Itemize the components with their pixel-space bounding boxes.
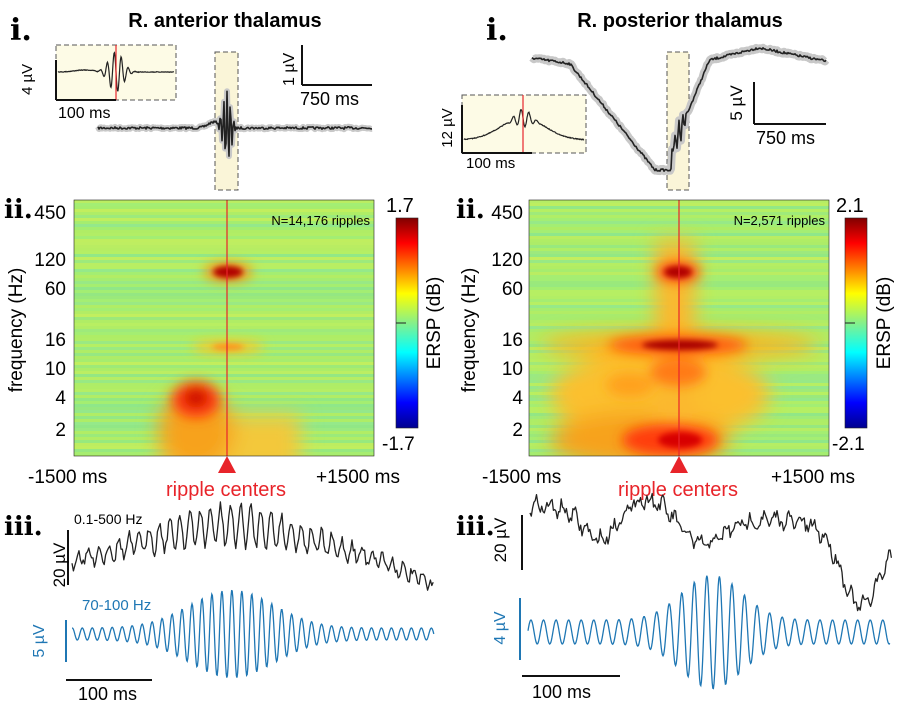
broadband-scale-right: 20 µV [491, 517, 510, 562]
n-label-right: N=2,571 ripples [734, 213, 826, 228]
cbar-label-right: ERSP (dB) [874, 277, 895, 370]
label-iii-right: iii. [456, 512, 495, 542]
heatmap-left [74, 200, 374, 456]
main-scale-x-right: 750 ms [756, 128, 815, 148]
panel-left: i. R. anterior thalamus 4 µV 100 ms 1 µV… [4, 10, 445, 704]
label-i-right: i. [486, 13, 508, 48]
cbar-min-left: -1.7 [382, 434, 415, 455]
ytick-left-0: 450 [34, 203, 66, 224]
title-right: R. posterior thalamus [577, 10, 783, 32]
ytick-left-1: 120 [34, 250, 66, 271]
panel-right: i. R. posterior thalamus 12 µV 100 ms 5 … [439, 10, 895, 702]
center-label-right: ripple centers [618, 479, 738, 501]
avg-trace-left [97, 90, 373, 157]
broadband-trace-left [71, 501, 434, 591]
xtick-right-min: -1500 ms [482, 467, 561, 488]
ripple-center-marker-left [218, 456, 236, 473]
heatmap-right [529, 200, 829, 456]
inset-scale-y-right: 12 µV [439, 108, 456, 148]
ytick-right-0: 450 [491, 203, 523, 224]
label-ii-left: ii. [4, 195, 33, 225]
xtick-left-max: +1500 ms [316, 467, 400, 488]
inset-scale-y-left: 4 µV [19, 64, 36, 95]
cbar-label-left: ERSP (dB) [424, 277, 445, 370]
inset-scale-x-left: 100 ms [58, 105, 110, 122]
ripple-trace-right [527, 575, 891, 690]
xtick-right-max: +1500 ms [771, 467, 855, 488]
ytick-right-4: 10 [502, 359, 523, 380]
n-label-left: N=14,176 ripples [271, 213, 370, 228]
inset-trace-right [463, 108, 585, 141]
cbar-min-right: -2.1 [832, 434, 865, 455]
yticks-left: 450 120 60 16 10 4 2 [34, 203, 66, 441]
main-scale-y-right: 5 µV [727, 85, 746, 121]
title-left: R. anterior thalamus [128, 10, 321, 32]
broadband-scale-left: 20 µV [50, 542, 69, 587]
main-scale-y-left: 1 µV [281, 52, 298, 86]
time-scale-right: 100 ms [532, 682, 591, 702]
broadband-trace-right [529, 492, 893, 612]
ytick-right-6: 2 [512, 420, 523, 441]
ylabel-right: frequency (Hz) [459, 268, 480, 393]
xtick-left-min: -1500 ms [28, 467, 107, 488]
ylabel-left: frequency (Hz) [6, 268, 27, 393]
ytick-left-6: 2 [55, 420, 66, 441]
avg-trace-right [531, 47, 827, 172]
ripple-center-marker-right [670, 456, 688, 473]
cbar-max-left: 1.7 [386, 195, 414, 217]
time-scale-left: 100 ms [78, 684, 137, 704]
label-iii-left: iii. [4, 512, 43, 542]
ripple-band-label-left: 70-100 Hz [82, 597, 151, 614]
ytick-left-5: 4 [55, 388, 66, 409]
ytick-right-5: 4 [512, 388, 523, 409]
cbar-max-right: 2.1 [836, 195, 864, 217]
ytick-left-3: 16 [45, 330, 66, 351]
inset-scale-x-right: 100 ms [466, 155, 515, 172]
label-i-left: i. [10, 13, 32, 48]
main-scale-x-left: 750 ms [300, 89, 359, 109]
center-label-left: ripple centers [166, 479, 286, 501]
ytick-right-1: 120 [491, 250, 523, 271]
ytick-right-3: 16 [502, 330, 523, 351]
ripple-scale-left: 5 µV [31, 624, 48, 658]
ytick-left-2: 60 [45, 279, 66, 300]
ripple-scale-right: 4 µV [492, 611, 509, 645]
ripple-trace-left [72, 589, 435, 678]
yticks-right: 450 120 60 16 10 4 2 [491, 203, 523, 441]
broadband-label-left: 0.1-500 Hz [74, 511, 142, 527]
ytick-right-2: 60 [502, 279, 523, 300]
label-ii-right: ii. [456, 195, 485, 225]
ytick-left-4: 10 [45, 359, 66, 380]
